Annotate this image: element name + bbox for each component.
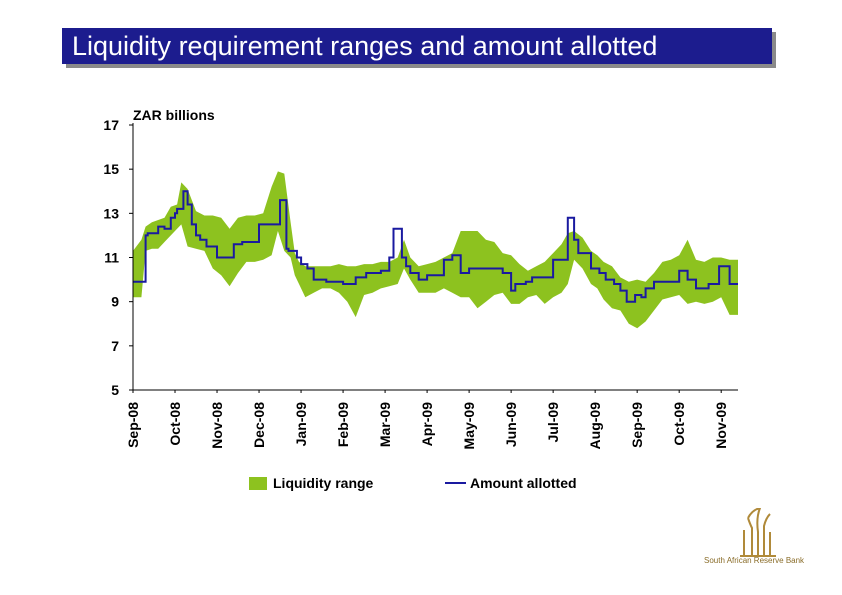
legend-label-range: Liquidity range <box>273 475 374 491</box>
y-tick-label: 15 <box>103 161 119 177</box>
legend-swatch-range <box>249 477 267 490</box>
y-axis-label: ZAR billions <box>133 107 215 123</box>
y-tick-label: 17 <box>103 117 119 133</box>
liquidity-range-band <box>133 171 738 329</box>
x-tick-label: Oct-09 <box>671 402 687 446</box>
x-tick-label: Dec-08 <box>251 402 267 448</box>
y-tick-label: 13 <box>103 205 119 221</box>
legend-label-line: Amount allotted <box>470 475 577 491</box>
y-tick-label: 9 <box>111 294 119 310</box>
y-tick-label: 5 <box>111 382 119 398</box>
x-tick-label: May-09 <box>461 402 477 450</box>
x-tick-label: Feb-09 <box>335 402 351 447</box>
x-tick-label: Nov-08 <box>209 402 225 449</box>
x-tick-label: Apr-09 <box>419 402 435 447</box>
x-tick-label: Mar-09 <box>377 402 393 447</box>
x-tick-label: Oct-08 <box>167 402 183 446</box>
x-tick-label: Sep-09 <box>629 402 645 448</box>
amount-allotted-line <box>133 190 738 303</box>
x-tick-label: Jan-09 <box>293 402 309 447</box>
y-tick-label: 7 <box>111 338 119 354</box>
x-tick-label: Jul-09 <box>545 402 561 443</box>
x-tick-label: Aug-09 <box>587 402 603 450</box>
sarb-logo-icon <box>740 508 776 557</box>
x-tick-label: Jun-09 <box>503 402 519 447</box>
slide-title: Liquidity requirement ranges and amount … <box>62 28 772 64</box>
brand-name: South African Reserve Bank <box>704 556 805 565</box>
y-tick-label: 11 <box>104 250 119 266</box>
x-tick-label: Sep-08 <box>125 402 141 448</box>
x-tick-label: Nov-09 <box>713 402 729 449</box>
